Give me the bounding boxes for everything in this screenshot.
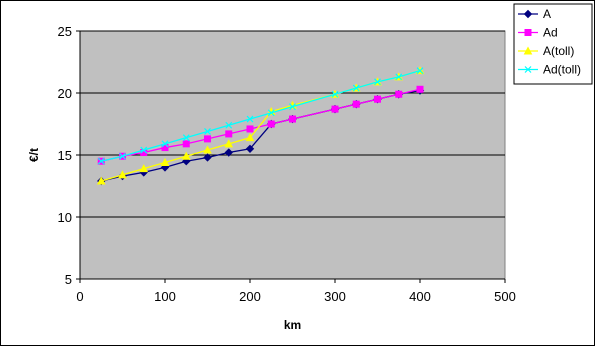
legend-label: Ad	[543, 26, 558, 40]
y-axis-title: €/t	[27, 148, 41, 162]
x-tick-label: 0	[76, 289, 83, 304]
data-point	[140, 146, 148, 154]
data-point	[352, 84, 360, 92]
x-tick-label: 500	[494, 289, 516, 304]
legend-label: A	[543, 7, 551, 21]
data-point	[204, 135, 211, 143]
data-point	[96, 176, 106, 185]
axes: 5 10 15 20 25 0 100 200 300 400 500	[58, 24, 516, 304]
data-point	[97, 157, 105, 165]
data-point	[352, 100, 360, 108]
data-point	[416, 67, 424, 75]
data-point	[246, 115, 254, 123]
data-point	[160, 157, 170, 166]
legend-marker	[524, 66, 532, 73]
data-point	[374, 78, 381, 86]
y-tick-label: 10	[58, 210, 72, 225]
legend-item: A(toll)	[518, 44, 574, 58]
x-tick-label: 300	[324, 289, 346, 304]
legend-item: Ad	[518, 26, 558, 40]
series-3	[97, 67, 424, 165]
data-point	[289, 103, 296, 111]
data-point	[203, 145, 212, 154]
data-point	[331, 90, 339, 98]
legend-marker	[523, 9, 533, 19]
y-tick-label: 20	[58, 86, 72, 101]
x-tick-label: 100	[154, 289, 176, 304]
data-point	[289, 115, 296, 123]
data-point	[225, 121, 233, 129]
gridlines	[80, 30, 505, 218]
data-point	[246, 125, 254, 133]
data-point	[225, 130, 233, 138]
y-tick-label: 25	[58, 24, 72, 39]
data-point	[181, 151, 191, 160]
legend-marker	[524, 29, 532, 36]
legend-item: A	[518, 7, 551, 21]
legend-label: A(toll)	[543, 44, 574, 58]
data-point	[161, 140, 169, 148]
legend-label: Ad(toll)	[543, 63, 581, 77]
x-axis-title: km	[284, 318, 301, 332]
data-point	[224, 139, 234, 148]
data-point	[267, 109, 275, 117]
data-point	[416, 85, 424, 93]
legend: A Ad A(toll) Ad(toll)	[513, 3, 593, 85]
x-tick-label: 400	[409, 289, 431, 304]
data-point	[182, 140, 190, 148]
data-point	[331, 105, 339, 113]
data-point	[119, 152, 126, 160]
legend-marker	[523, 46, 533, 55]
data-point	[395, 90, 403, 98]
data-point	[395, 73, 403, 81]
data-point	[203, 153, 212, 162]
y-tick-label: 5	[65, 272, 72, 287]
data-point	[245, 133, 255, 142]
data-point	[224, 148, 233, 157]
data-point	[204, 128, 211, 135]
x-tick-label: 200	[239, 289, 261, 304]
y-tick-label: 15	[58, 148, 72, 163]
data-point	[139, 164, 149, 173]
data-point	[245, 144, 255, 154]
data-point	[374, 95, 381, 103]
data-point	[267, 120, 275, 128]
data-point	[118, 170, 127, 179]
legend-item: Ad(toll)	[518, 63, 581, 77]
data-point	[182, 134, 190, 142]
series-group	[96, 66, 425, 186]
